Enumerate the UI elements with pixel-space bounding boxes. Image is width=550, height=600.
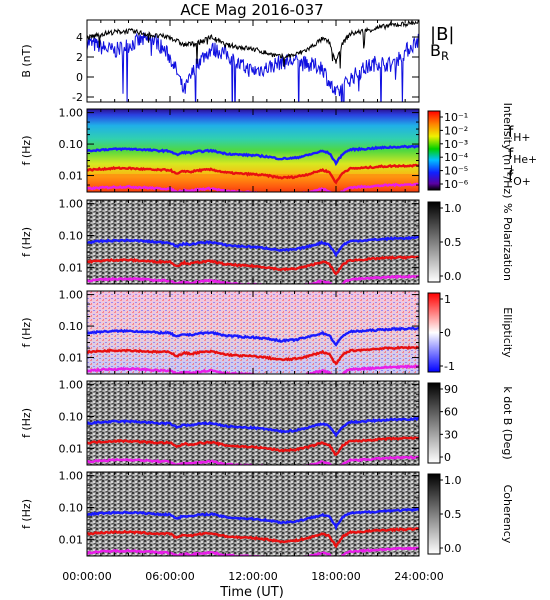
colorbar [427,110,441,191]
colorbar-tick-label: 30 [444,428,458,441]
gyrofrequency-line-fHe [87,527,419,549]
legend-entry-b: |B| [430,24,454,45]
colorbar-tick-label: 1 [444,293,451,306]
panel-kdotb: f (Hz) 1.00 0.10 0.01 90 60 30 0 k dot B (Deg) [20,379,514,466]
y-tick-label: 0.10 [59,229,84,242]
colorbar-tick-label: 1.0 [444,202,462,215]
colorbar-tick-label: -1 [444,360,455,373]
gyrofrequency-legend-entry: fH+ [508,123,530,144]
colorbar-tick-label: 10⁻² [444,124,468,137]
colorbar [427,201,441,283]
y-tick-label: 0.01 [59,261,84,274]
y-tick-label: 0.01 [59,533,84,546]
colorbar-tick-label: 0 [444,327,451,340]
gyrofrequency-line-fH [87,144,419,167]
panel-mag: B (nT) -2 0 2 4 |B|BR [20,19,454,104]
y-tick-label: 1.00 [59,379,84,392]
panel-coherency-plot [87,472,419,556]
colorbar-tick-label: 0.5 [444,236,462,249]
x-tick-label: 18:00:00 [311,570,360,583]
x-tick-label: 12:00:00 [228,570,277,583]
gyrofrequency-line-fH [87,416,419,438]
colorbar-tick-label: 10⁻¹ [444,111,468,124]
colorbar [427,473,441,555]
gyrofrequency-legend-entry: fO+ [508,167,531,188]
colorbar-tick-label: 10⁻⁵ [444,165,468,178]
gyrofrequency-line-fO [87,455,419,465]
series-line-b [87,20,419,69]
y-tick-label: 4 [76,31,83,44]
colorbar-tick-label: 1.0 [444,474,462,487]
x-tick-label: 00:00:00 [62,570,111,583]
y-tick-label: 1.00 [59,289,84,302]
colorbar-tick-label: 0.0 [444,270,462,283]
y-tick-label: 0 [76,71,83,84]
legend-entry-br: BR [430,41,449,63]
gyrofrequency-line-fO [87,273,419,284]
y-tick-label: 1.00 [59,198,84,211]
y-axis-label: f (Hz) [20,408,33,438]
y-tick-label: 0.10 [59,410,84,423]
colorbar-tick-label: 90 [444,383,458,396]
gyrofrequency-line-fO [87,182,419,192]
y-tick-label: -2 [72,91,83,104]
y-tick-label: 0.01 [59,170,84,183]
x-axis-label: Time (UT) [219,585,284,600]
colorbar-label: k dot B (Deg) [501,386,514,459]
colorbar-label: % Polarization [501,203,514,281]
y-tick-label: 1.00 [59,107,84,120]
panel-ellipticity-plot [87,291,419,374]
panel-kdotb-plot [87,381,419,465]
gyrofrequency-line-fHe [87,345,419,366]
series-line-br [87,32,419,102]
chart-title: ACE Mag 2016-037 [180,1,323,19]
gyrofrequency-line-fHe [87,255,419,276]
y-axis-label: f (Hz) [20,499,33,529]
colorbar [427,382,441,464]
panel-intensity-plot [87,109,419,192]
y-tick-label: 0.10 [59,501,84,514]
colorbar-label: Intensity (nT²/Hz) [501,103,514,199]
panel-polarization: f (Hz) 1.00 0.10 0.01 1.0 0.5 0.0 % Polarizatio… [20,198,514,285]
gyrofrequency-line-fHe [87,436,419,457]
y-tick-label: 1.00 [59,470,84,483]
colorbar-tick-label: 60 [444,406,458,419]
colorbar-tick-label: 10⁻⁴ [444,151,469,164]
colorbar-tick-label: 0.0 [444,542,462,555]
y-tick-label: 0.10 [59,320,84,333]
panel-ellipticity: f (Hz) 1.00 0.10 0.01 1 0 -1 Ellipticity [20,289,514,375]
y-axis-label: f (Hz) [20,227,33,257]
y-tick-label: 0.01 [59,442,84,455]
y-tick-label: 0.10 [59,138,84,151]
colorbar-label: Ellipticity [501,307,514,358]
colorbar [427,292,441,373]
colorbar-tick-label: 0.5 [444,508,462,521]
y-axis-label: f (Hz) [20,136,33,166]
colorbar-tick-label: 10⁻⁶ [444,178,469,191]
panel-mag-plot [87,20,419,102]
y-axis-label: B (nT) [20,44,33,77]
x-tick-label: 24:00:00 [394,570,443,583]
y-tick-label: 0.01 [59,352,84,365]
y-axis-label: f (Hz) [20,318,33,348]
x-axis: 00:00:00 06:00:00 12:00:00 18:00:00 24:00:00 [62,570,443,583]
x-tick-label: 06:00:00 [145,570,194,583]
panel-intensity: f (Hz) 1.00 0.10 0.01 10⁻¹10⁻²10⁻³10⁻⁴10⁻⁵10… [20,103,537,199]
gyrofrequency-line-fH [87,326,419,347]
gyrofrequency-line-fHe [87,163,419,185]
colorbar-tick-label: 0 [444,451,451,464]
panel-polarization-plot [87,200,419,284]
colorbar-label: Coherency [501,485,514,544]
spectrogram [87,200,419,284]
gyrofrequency-line-fH [87,235,419,258]
colorbar-tick-label: 10⁻³ [444,138,468,151]
y-tick-label: 2 [76,51,83,64]
gyrofrequency-legend-entry: fHe+ [508,145,537,166]
gyrofrequency-line-fO [87,546,419,556]
panel-coherency: f (Hz) 1.00 0.10 0.01 1.0 0.5 0.0 Coherency [20,470,514,557]
gyrofrequency-line-fH [87,507,419,531]
